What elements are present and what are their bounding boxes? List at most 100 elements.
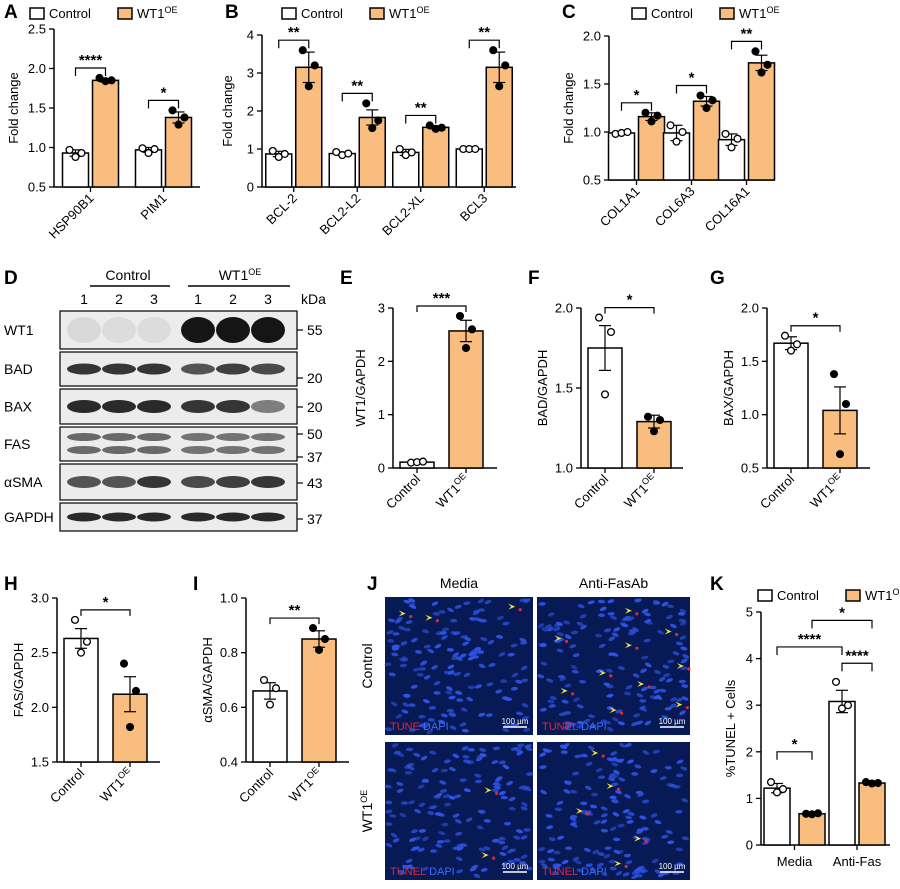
nucleus bbox=[399, 657, 407, 662]
blot-band bbox=[137, 433, 171, 441]
nucleus bbox=[511, 672, 519, 678]
nucleus bbox=[631, 772, 639, 776]
nucleus bbox=[510, 746, 518, 751]
nucleus bbox=[431, 601, 439, 606]
nucleus bbox=[523, 727, 531, 732]
nucleus bbox=[631, 721, 638, 727]
nucleus bbox=[416, 672, 424, 677]
y-tick-label: 2.0 bbox=[583, 29, 601, 44]
scale-bar-label: 100 µm bbox=[502, 717, 529, 726]
data-point-wt1 bbox=[655, 415, 665, 425]
significance-label: **** bbox=[79, 52, 103, 69]
nucleus bbox=[574, 860, 582, 865]
nucleus bbox=[405, 747, 414, 752]
nucleus bbox=[538, 859, 546, 864]
nucleus bbox=[399, 812, 407, 818]
data-point-control bbox=[666, 121, 675, 130]
marker-label: 55 bbox=[307, 322, 323, 338]
nucleus bbox=[427, 811, 435, 815]
nucleus bbox=[403, 693, 411, 698]
arrowhead bbox=[675, 701, 683, 708]
legend-swatch-control bbox=[757, 589, 773, 602]
nucleus bbox=[626, 820, 634, 824]
nucleus bbox=[608, 859, 616, 864]
x-tick-label-main: Control bbox=[236, 765, 276, 805]
blot-band bbox=[102, 433, 136, 441]
nucleus bbox=[405, 620, 413, 625]
nucleus bbox=[413, 752, 421, 757]
nucleus bbox=[463, 788, 471, 793]
nucleus bbox=[619, 743, 626, 748]
nucleus bbox=[498, 791, 506, 796]
nucleus bbox=[455, 818, 462, 824]
arrowhead bbox=[624, 607, 632, 614]
lane-number: 2 bbox=[229, 291, 237, 307]
blot-row-label: GAPDH bbox=[4, 509, 54, 525]
nucleus bbox=[495, 689, 503, 694]
nucleus bbox=[539, 765, 547, 769]
blot-row-label: αSMA bbox=[4, 474, 43, 490]
nucleus bbox=[441, 635, 448, 640]
data-point-control bbox=[766, 778, 776, 787]
nucleus bbox=[449, 766, 456, 772]
data-point-wt1 bbox=[119, 659, 129, 668]
data-point-control bbox=[831, 677, 841, 686]
nucleus bbox=[452, 652, 460, 658]
nucleus bbox=[545, 813, 553, 818]
nucleus bbox=[657, 629, 664, 635]
nucleus bbox=[556, 648, 564, 653]
data-point-control bbox=[727, 143, 736, 152]
nucleus bbox=[422, 723, 430, 729]
nucleus bbox=[384, 784, 392, 789]
nucleus bbox=[681, 684, 689, 688]
data-point-control bbox=[721, 129, 730, 138]
nucleus bbox=[469, 617, 477, 621]
x-tick-label: BCL3 bbox=[457, 191, 491, 225]
blot-band bbox=[102, 317, 136, 343]
nucleus bbox=[442, 793, 450, 799]
nucleus bbox=[615, 871, 623, 876]
y-tick-label: 0.5 bbox=[741, 461, 759, 476]
legend-wt1: WT1OE bbox=[137, 5, 177, 21]
x-tick-label: Control bbox=[236, 765, 276, 805]
nucleus bbox=[487, 639, 495, 645]
nucleus bbox=[662, 664, 670, 669]
nucleus bbox=[626, 759, 634, 764]
nucleus bbox=[519, 861, 527, 865]
y-tick-label: 1.5 bbox=[741, 354, 759, 369]
nucleus bbox=[613, 837, 621, 842]
nucleus bbox=[636, 829, 644, 834]
significance-label: ** bbox=[351, 77, 363, 94]
nucleus bbox=[632, 627, 639, 632]
nucleus bbox=[675, 810, 683, 814]
x-tick-label: Control bbox=[47, 765, 87, 805]
nucleus bbox=[643, 612, 651, 617]
chart-i: 0.4 0.6 0.8 1.0 αSMA/GAPDH Control WT1OE ** bbox=[200, 591, 349, 806]
nucleus bbox=[670, 623, 677, 629]
arrowhead bbox=[484, 787, 492, 794]
nucleus bbox=[661, 834, 669, 839]
y-axis-label: Fold change bbox=[561, 72, 576, 144]
nucleus bbox=[599, 606, 607, 612]
arrowhead bbox=[591, 750, 599, 757]
data-point-control bbox=[786, 346, 796, 355]
nucleus bbox=[459, 722, 467, 727]
nucleus bbox=[675, 773, 684, 778]
nucleus bbox=[448, 795, 456, 800]
nucleus bbox=[433, 681, 441, 686]
nucleus bbox=[444, 802, 452, 807]
nucleus bbox=[384, 662, 392, 667]
group-label-wt1-sup: OE bbox=[248, 267, 261, 277]
legend-control: Control bbox=[777, 588, 819, 603]
data-point-control bbox=[144, 148, 153, 158]
data-point-control bbox=[600, 390, 610, 399]
data-point-wt1 bbox=[647, 117, 656, 126]
data-point-wt1 bbox=[696, 91, 705, 100]
nucleus bbox=[435, 792, 443, 798]
nucleus bbox=[548, 704, 556, 708]
nucleus bbox=[448, 712, 456, 716]
data-point-wt1 bbox=[501, 61, 510, 70]
nucleus bbox=[390, 701, 398, 707]
data-point-control bbox=[271, 684, 281, 693]
blot-band bbox=[216, 400, 250, 413]
